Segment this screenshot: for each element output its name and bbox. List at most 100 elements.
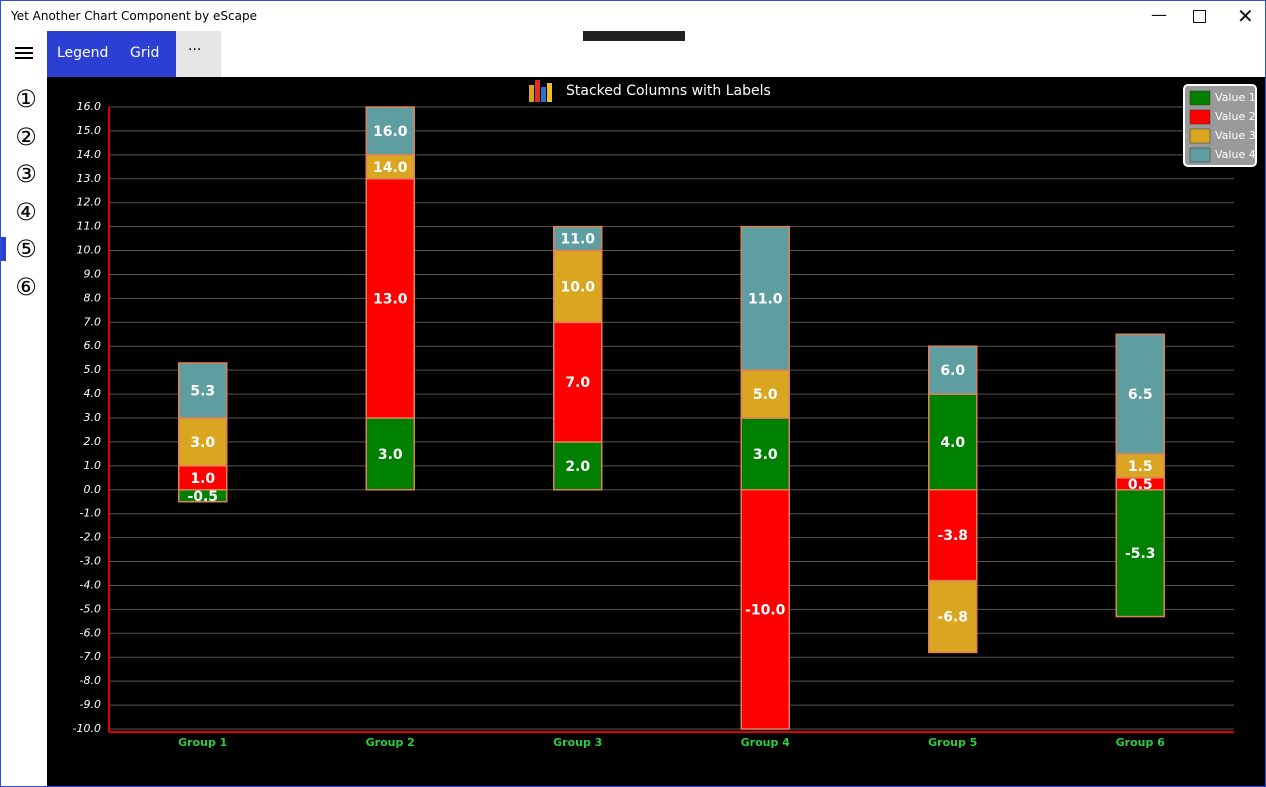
y-tick-label: 16.0 (77, 100, 102, 113)
data-label: 3.0 (378, 447, 403, 463)
x-tick-label: Group 5 (928, 736, 977, 749)
data-label: 6.0 (940, 363, 965, 379)
chart-title: Stacked Columns with Labels (566, 83, 771, 99)
legend-label: Value 1 (1215, 91, 1256, 104)
y-tick-label: -10.0 (73, 722, 101, 735)
y-tick-label: 2.0 (84, 435, 102, 448)
bar-segment (365, 178, 415, 419)
y-tick-label: 13.0 (77, 172, 102, 185)
more-area (176, 31, 221, 77)
y-tick-label: 12.0 (77, 196, 102, 209)
legend-swatch (1189, 109, 1211, 125)
y-tick-label: -3.0 (80, 555, 101, 568)
bar-segment (740, 369, 790, 419)
y-tick-label: 5.0 (84, 363, 102, 376)
y-tick-label: -6.0 (80, 626, 101, 639)
data-label: 11.0 (560, 232, 595, 248)
chart: Stacked Columns with Labels -10.0 -9.0 -8.… (47, 77, 1265, 786)
data-label: 13.0 (373, 291, 408, 307)
bar-segment (928, 579, 978, 654)
nav-item[interactable]: ③ (15, 160, 37, 188)
bar-segment (553, 225, 603, 252)
x-tick-label: Group 2 (366, 736, 415, 749)
bar-segment (553, 441, 603, 491)
selection-indicator (1, 237, 6, 261)
data-label: 2.0 (565, 459, 590, 475)
x-tick-label: Group 3 (553, 736, 602, 749)
y-tick-label: 6.0 (84, 339, 102, 352)
data-label: 5.3 (190, 383, 215, 399)
data-label: 3.0 (190, 435, 215, 451)
data-label: -10.0 (745, 602, 786, 618)
more-button[interactable]: ··· (188, 42, 202, 58)
x-tick-label: Group 1 (178, 736, 227, 749)
legend-label: Value 2 (1215, 110, 1256, 123)
y-tick-label: 7.0 (84, 315, 102, 328)
data-label: 0.5 (1128, 477, 1153, 493)
bar-segment (178, 362, 228, 419)
data-label: 1.5 (1128, 459, 1153, 475)
data-label: 7.0 (565, 375, 590, 391)
legend-swatch (1189, 128, 1211, 144)
nav-item[interactable]: ⑤ (15, 235, 37, 263)
y-tick-label: -4.0 (80, 578, 101, 591)
data-label: -5.3 (1125, 546, 1156, 562)
data-label: 4.0 (940, 435, 965, 451)
bar-segment (928, 345, 978, 395)
y-tick-label: 11.0 (77, 220, 102, 233)
bar-segment (553, 249, 603, 324)
y-tick-label: -8.0 (80, 674, 101, 687)
y-tick-label: 14.0 (77, 148, 102, 161)
y-tick-label: 3.0 (84, 411, 102, 424)
bar-segment (1115, 489, 1165, 618)
chart-background (47, 77, 1265, 786)
nav-item[interactable]: ① (15, 85, 37, 113)
nav-item[interactable]: ⑥ (15, 272, 37, 301)
data-label: 6.5 (1128, 387, 1153, 403)
drag-handle (583, 31, 685, 41)
data-label: 1.0 (190, 471, 215, 487)
y-tick-label: 1.0 (84, 459, 102, 472)
legend-swatch (1189, 90, 1211, 106)
data-label: 16.0 (373, 124, 408, 140)
close-button[interactable]: ✕ (1237, 4, 1254, 28)
data-label: 3.0 (753, 447, 778, 463)
command-group (47, 31, 176, 77)
y-tick-label: 10.0 (77, 244, 102, 257)
bar-segment (1115, 333, 1165, 455)
y-tick-label: 4.0 (84, 387, 102, 400)
bar-segment (553, 321, 603, 443)
x-tick-label: Group 4 (741, 736, 791, 749)
legend-swatch (1189, 147, 1211, 163)
nav-item[interactable]: ② (15, 122, 37, 151)
y-tick-label: -5.0 (80, 602, 101, 615)
minimize-button[interactable]: — (1151, 5, 1167, 24)
y-tick-label: -7.0 (80, 650, 101, 663)
legend-button[interactable]: Legend (57, 45, 109, 61)
data-label: -0.5 (187, 489, 218, 505)
data-label: -6.8 (937, 610, 968, 626)
title-bar: Yet Another Chart Component by eScape — … (1, 1, 1265, 31)
y-tick-label: -9.0 (80, 698, 101, 711)
y-tick-label: -2.0 (80, 531, 101, 544)
hamburger-button[interactable] (15, 47, 33, 59)
nav-pane: ① ② ③ ④ ⑤ ⑥ (1, 31, 47, 786)
bar-segment (740, 417, 790, 491)
legend-label: Value 3 (1215, 129, 1256, 142)
bar-segment (740, 489, 790, 730)
bar-segment (740, 225, 790, 371)
y-tick-label: 8.0 (84, 291, 102, 304)
data-label: 10.0 (560, 279, 595, 295)
nav-item[interactable]: ④ (15, 197, 37, 226)
grid-button[interactable]: Grid (130, 45, 160, 61)
y-tick-label: 9.0 (84, 267, 102, 280)
data-label: 5.0 (753, 387, 778, 403)
data-label: -3.8 (937, 528, 968, 544)
data-label: 11.0 (748, 291, 783, 307)
maximize-button[interactable] (1193, 10, 1206, 23)
y-tick-label: 0.0 (84, 483, 102, 496)
x-tick-label: Group 6 (1116, 736, 1166, 749)
legend-label: Value 4 (1215, 148, 1256, 161)
title-icon (529, 80, 552, 102)
